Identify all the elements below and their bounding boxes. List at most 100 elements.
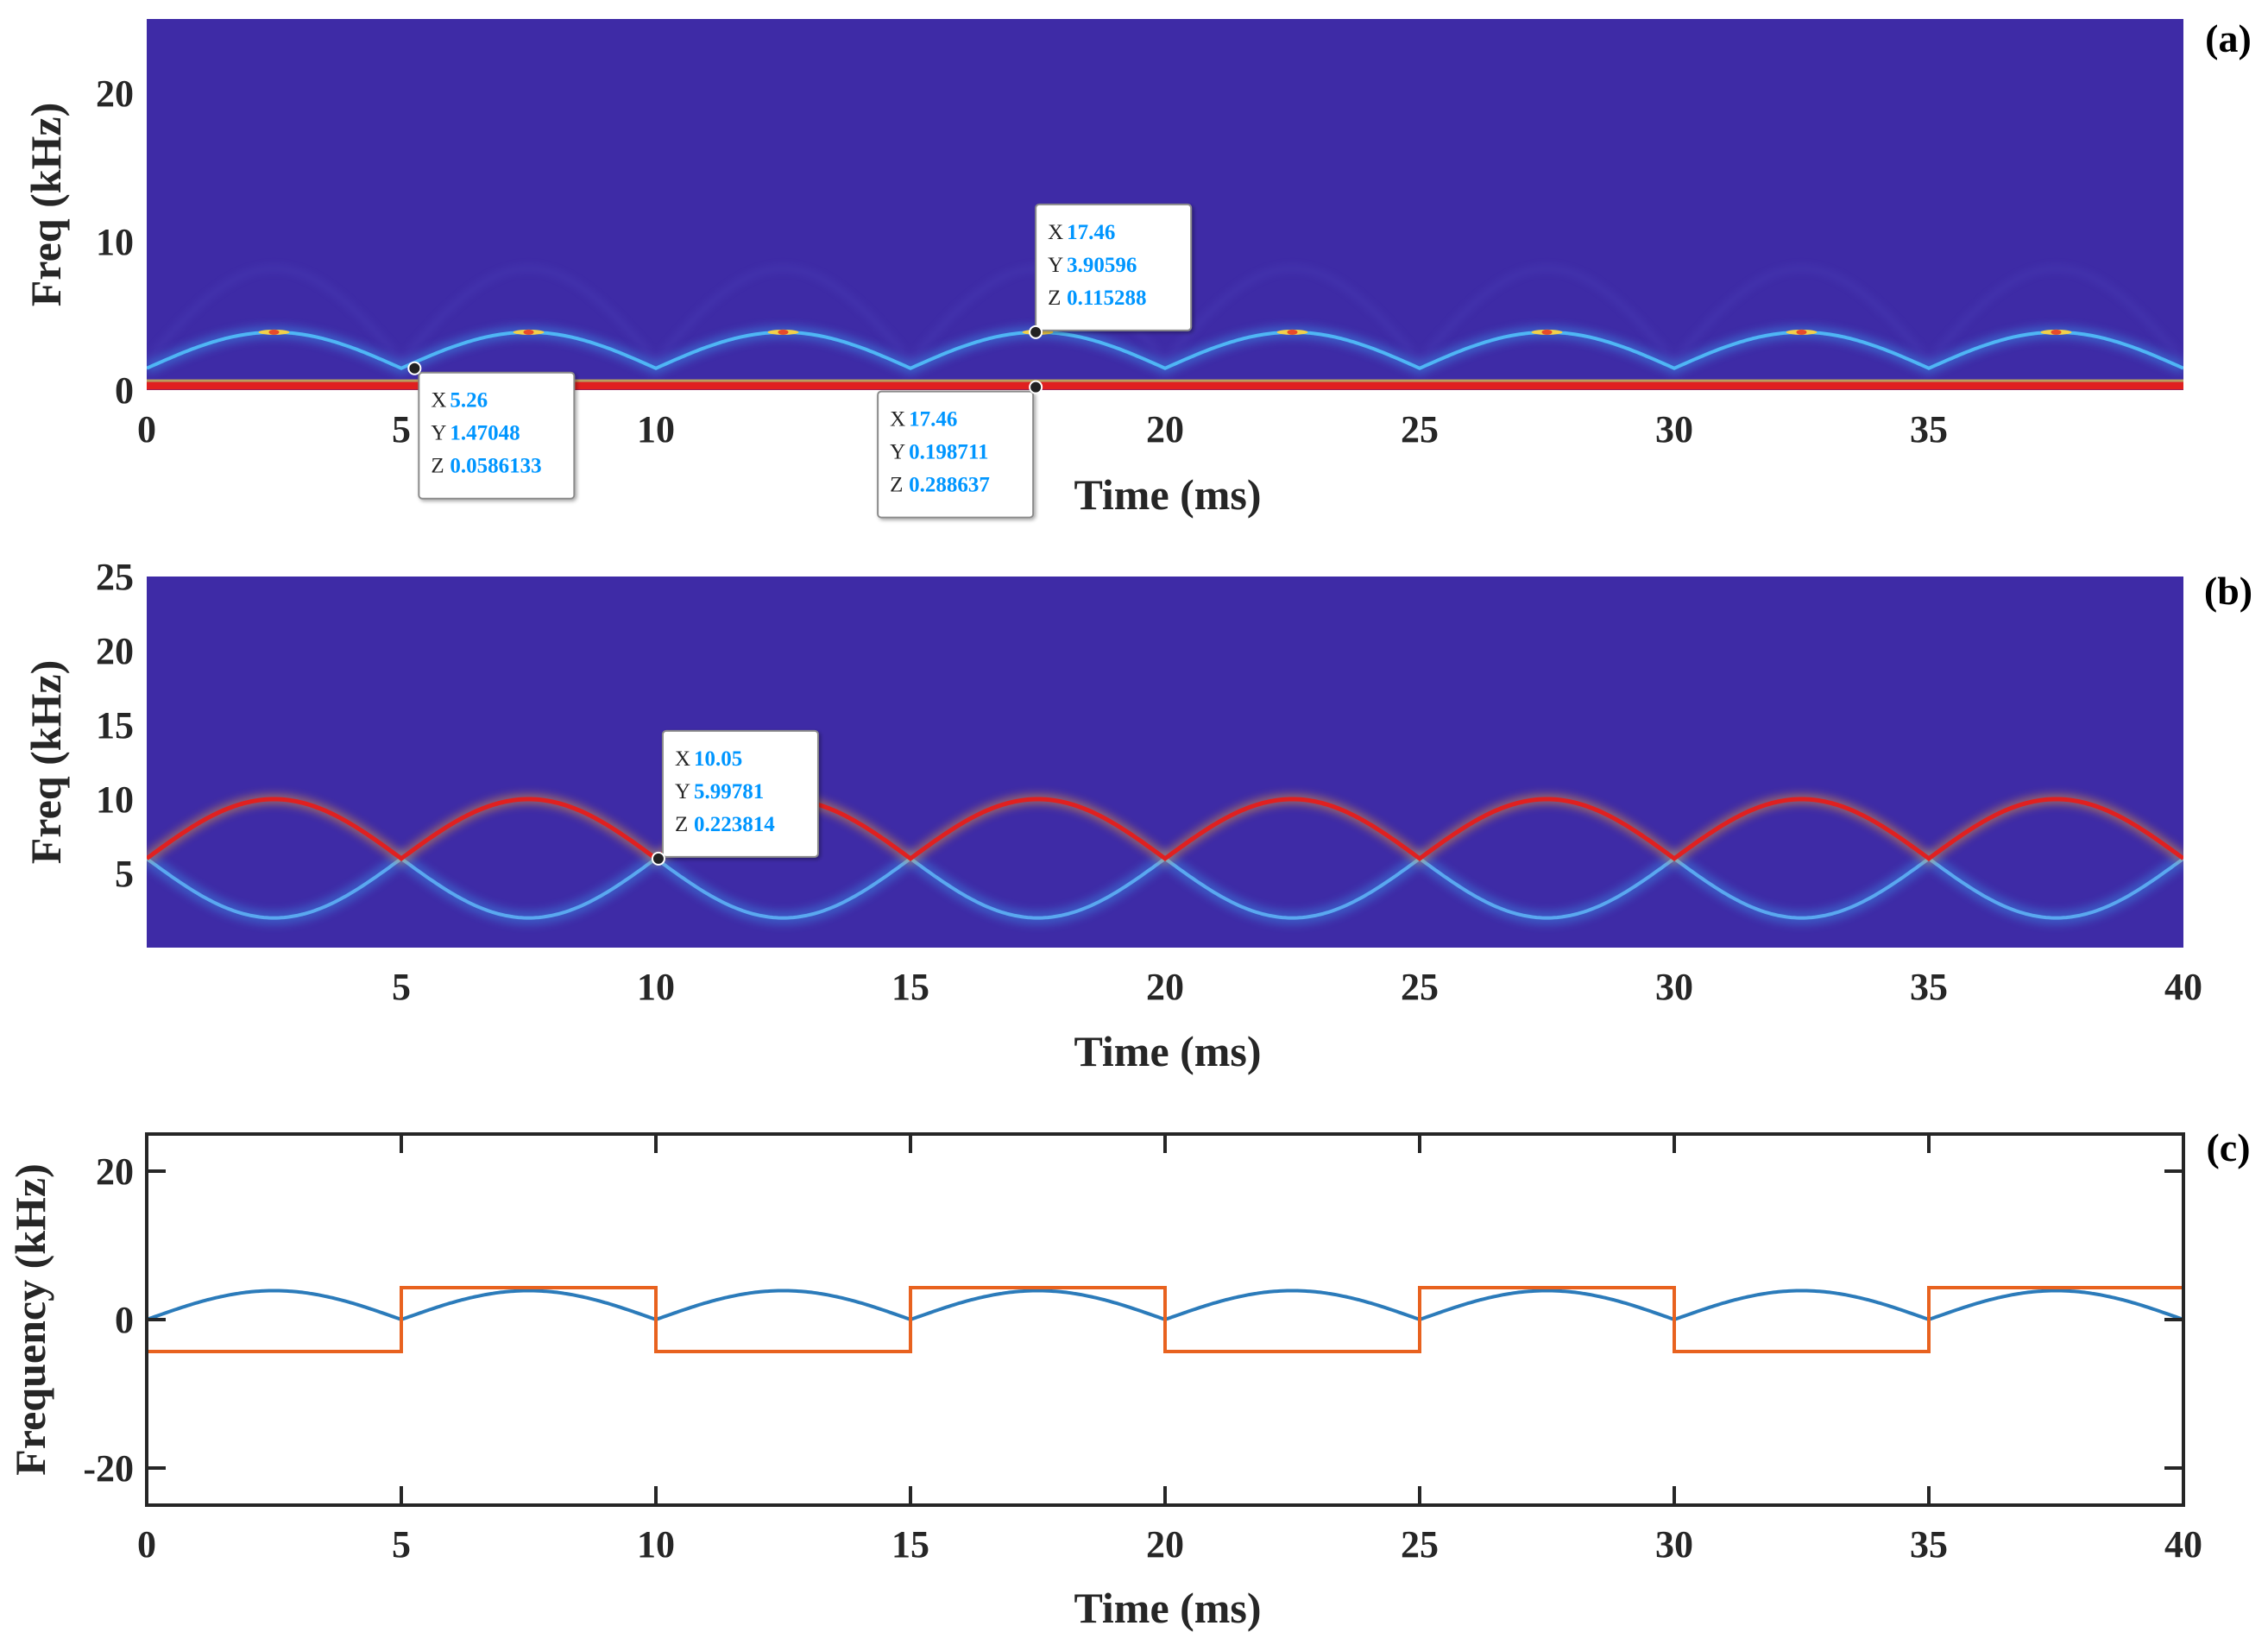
panel-c-ytick-label: 20 (96, 1150, 134, 1193)
panel-a-datatip-x-value: 17.46 (1067, 221, 1115, 244)
panel-a-arch-peak-core (1287, 329, 1298, 335)
panel-a-ytick-label: 20 (96, 72, 134, 115)
panel-a-xtick-label: 30 (1655, 408, 1693, 451)
panel-c-xtick-label: 25 (1401, 1523, 1439, 1566)
panel-a-datatip-z-value: 0.288637 (909, 474, 990, 497)
panel-a-datatip-box (418, 371, 576, 500)
panel-a-arch-peak-core (1796, 329, 1807, 335)
panel-a-datatip-y-value: 0.198711 (909, 441, 988, 464)
panel-b-xtick-label: 30 (1655, 966, 1693, 1008)
panel-a-xtick-label: 5 (392, 408, 411, 451)
panel-c-xtick-label: 5 (392, 1523, 411, 1566)
panel-b-ytick-label: 10 (96, 778, 134, 821)
panel-a-datatip-marker (407, 361, 422, 375)
panel-a-datatip-key: Y (1048, 254, 1063, 277)
panel-b-background (147, 577, 2183, 948)
panel-a-ridges (147, 267, 2183, 390)
panel-a-datatip-y-value: 1.47048 (450, 422, 520, 445)
panel-a-arch-peak-core (268, 329, 280, 335)
panel-b-xtick-label: 10 (637, 966, 675, 1008)
panel-b-xtick-label: 25 (1401, 966, 1439, 1008)
panel-c-xtick-label: 35 (1910, 1523, 1948, 1566)
panel-b-datatip-marker (651, 851, 665, 866)
panel-a-tag: (a) (2205, 16, 2252, 60)
panel-b-xtick-label: 15 (891, 966, 929, 1008)
panel-b-ylabel: Freq (kHz) (22, 660, 70, 865)
panel-b-xtick-label: 5 (392, 966, 411, 1008)
panel-a-datatip-key: X (890, 408, 905, 432)
panel-c-xtick-label: 0 (137, 1523, 156, 1566)
panel-b-ytick-label: 20 (96, 630, 134, 672)
panel-a-datatip-y-value: 3.90596 (1067, 254, 1137, 277)
panel-a-datatip-key: X (431, 389, 446, 413)
panel-c-ytick-label: -20 (83, 1447, 134, 1490)
panel-b-ytick-label: 15 (96, 704, 134, 747)
panel-b-datatips: X 10.05Y 5.99781 Z 0.223814 (651, 729, 819, 866)
panel-c-xtick-label: 10 (637, 1523, 675, 1566)
panel-a-datatip-key: Y (431, 422, 446, 445)
panel-a-dc-edge (147, 379, 2183, 382)
panel-a-xtick-label: 20 (1146, 408, 1184, 451)
panel-b-ridges (147, 794, 2183, 925)
panel-a-datatip-key: X (1048, 221, 1063, 244)
panel-b-tag: (b) (2204, 569, 2252, 613)
panel-a-datatip-x-value: 5.26 (450, 389, 488, 413)
panel-c-series (146, 1286, 2184, 1353)
panel-b-xtick-label: 40 (2164, 966, 2202, 1008)
panel-a-xtick-label: 0 (137, 408, 156, 451)
panel-c-xtick-label: 20 (1146, 1523, 1184, 1566)
panel-b-datatip-x-value: 10.05 (694, 747, 742, 771)
panel-a-xtick-label: 25 (1401, 408, 1439, 451)
panel-b-datatip-y-value: 5.99781 (694, 780, 764, 803)
panel-b-ytick-label: 25 (96, 556, 134, 598)
panel-c-tag: (c) (2206, 1125, 2250, 1169)
panel-b-datatip-z-value: 0.223814 (694, 813, 775, 836)
panel-a-datatip-marker (1029, 325, 1043, 339)
panel-a-datatip-key: Z (431, 455, 444, 478)
panel-c-series-reference (147, 1286, 2183, 1353)
panel-a-arch-peak-core (778, 329, 789, 335)
panel-c-xtick-label: 40 (2164, 1523, 2202, 1566)
panel-b-datatip-key: Z (675, 813, 688, 836)
panel-b-datatip-key: Y (675, 780, 690, 803)
panel-a-datatip-box (1035, 203, 1193, 331)
panel-a-datatip-key: Z (890, 474, 903, 497)
panel-a-xtick-label: 10 (637, 408, 675, 451)
panel-a-datatip-marker (1029, 380, 1043, 394)
panel-a-datatip-z-value: 0.115288 (1067, 287, 1146, 310)
panel-b-ticks: 5 10 15 20 25 30 35 40 5 10 15 20 25 (96, 556, 2202, 1008)
panel-a-spectrogram: 0510152025303501020 Time (ms) Freq (kHz)… (22, 16, 2252, 519)
panel-b-upper-ridge (147, 797, 2183, 861)
panel-c-xtick-label: 30 (1655, 1523, 1693, 1566)
panel-a-datatip-key: Z (1048, 287, 1061, 310)
panel-a-ytick-label: 10 (96, 221, 134, 263)
panel-b-ytick-label: 5 (115, 853, 134, 895)
panel-a-arch-peak-core (523, 329, 534, 335)
panel-a-arch-ridge (147, 330, 2183, 370)
panel-c-xtick-label: 15 (891, 1523, 929, 1566)
panel-a-ytick-label: 0 (115, 369, 134, 412)
panel-a-datatip-box (877, 390, 1035, 519)
panel-b-xtick-label: 20 (1146, 966, 1184, 1008)
panel-b-datatip-box (661, 729, 819, 858)
panel-b-xtick-label: 35 (1910, 966, 1948, 1008)
panel-c-xlabel: Time (ms) (1074, 1584, 1261, 1632)
panel-a-datatip-z-value: 0.0586133 (450, 455, 541, 478)
panel-b-xlabel: Time (ms) (1074, 1027, 1261, 1075)
panel-a-datatip-key: Y (890, 441, 905, 464)
panel-a-ylabel: Freq (kHz) (22, 103, 70, 307)
panel-a-harmonic-ridge (147, 267, 2183, 364)
panel-a-arch-peak-core (2051, 329, 2062, 335)
panel-b-datatip-key: X (675, 747, 690, 771)
panel-a-xlabel: Time (ms) (1074, 470, 1261, 519)
panel-c-ylabel: Frequency (kHz) (6, 1163, 54, 1476)
panel-b-spectrogram: 5 10 15 20 25 30 35 40 5 10 15 20 25 Time (ms) Freq … (22, 556, 2252, 1075)
panel-a-dc-ridge (147, 381, 2183, 390)
panel-c-ytick-label: 0 (115, 1299, 134, 1341)
panel-a-arch-peak-core (1541, 329, 1553, 335)
panel-a-xtick-label: 35 (1910, 408, 1948, 451)
